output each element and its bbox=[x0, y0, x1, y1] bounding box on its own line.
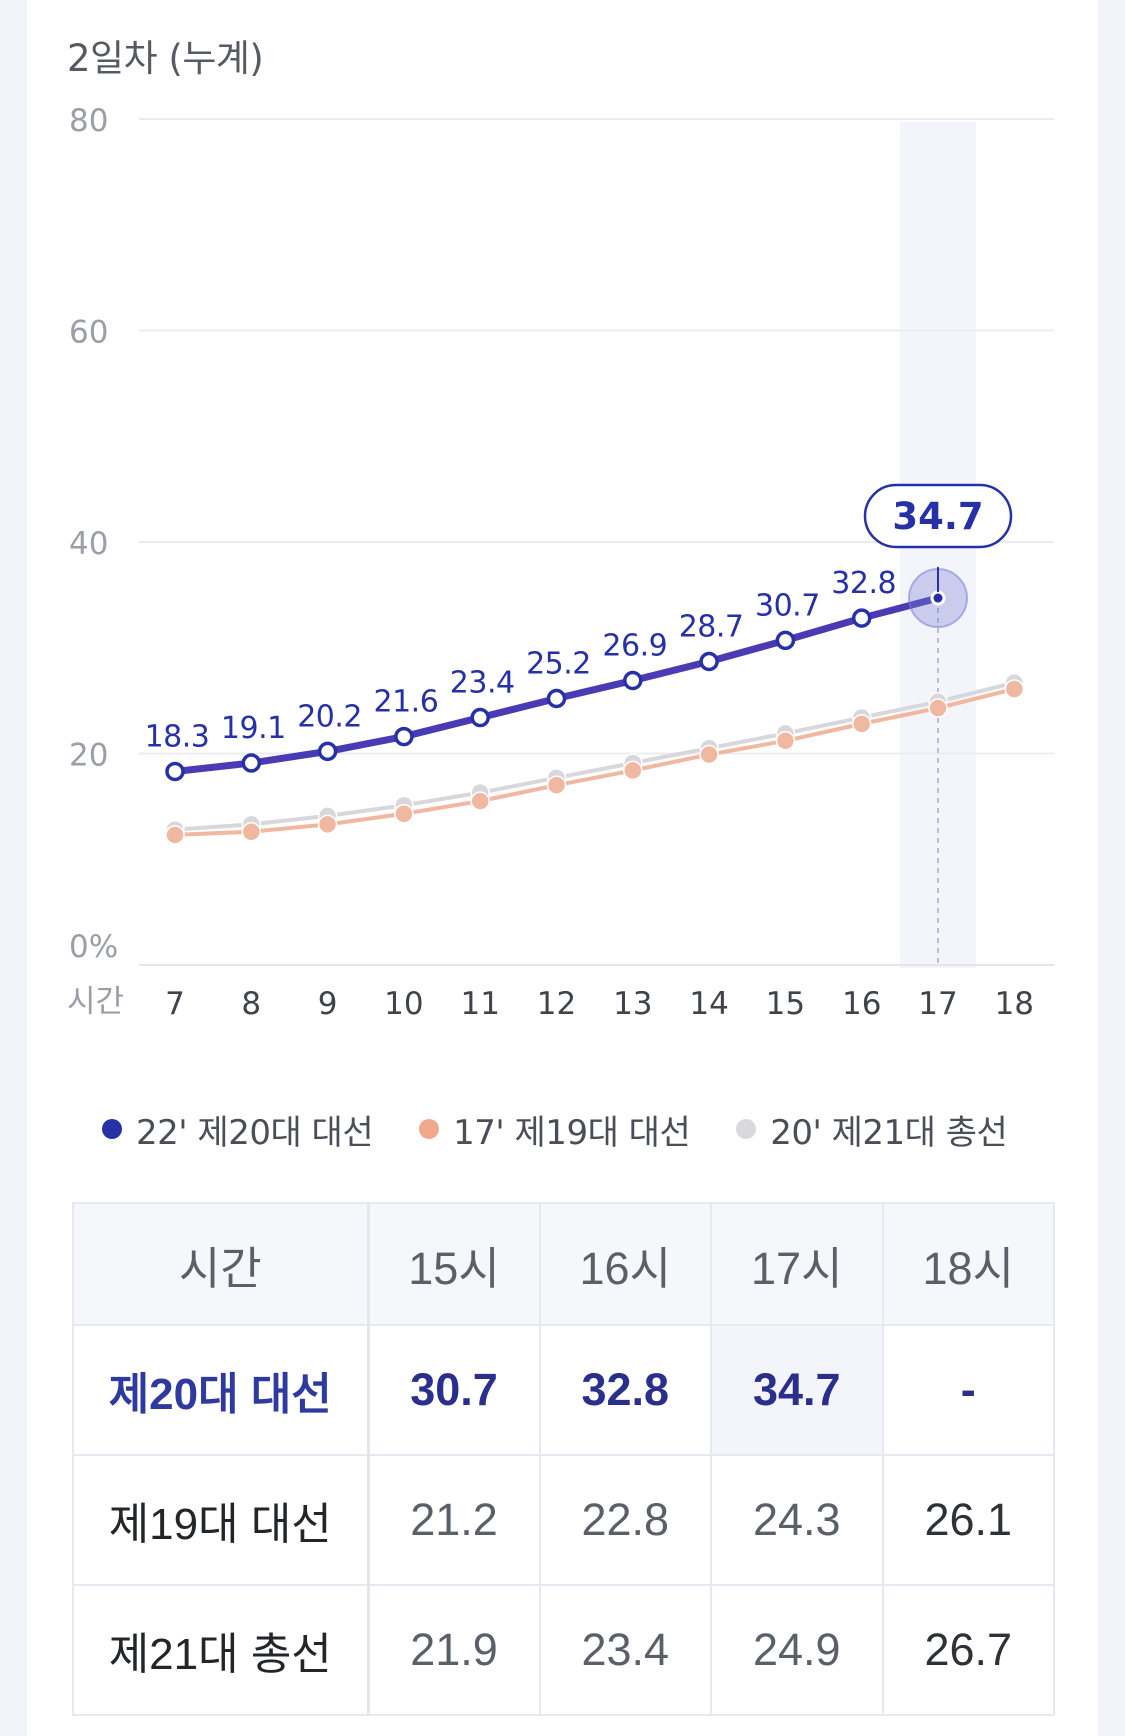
data-point bbox=[699, 744, 719, 765]
data-point bbox=[241, 822, 262, 842]
x-tick-label: 14 bbox=[689, 986, 728, 1022]
row-label: 제21대 총선 bbox=[72, 1584, 370, 1716]
data-label: 26.9 bbox=[602, 629, 667, 664]
table-cell: - bbox=[881, 1324, 1055, 1456]
data-point bbox=[165, 761, 185, 782]
row-label: 제19대 대선 bbox=[72, 1454, 370, 1586]
y-tick-label: 40 bbox=[69, 526, 108, 562]
legend-label-20th: 22' 제20대 대선 bbox=[136, 1112, 374, 1153]
turnout-line-chart: 0% 20 40 60 80 시간 7 8 9 10 11 12 13 14 15 16 17 18 18.3 1… bbox=[67, 103, 1054, 1022]
x-tick-label: 9 bbox=[318, 986, 338, 1022]
table-cell-highlighted: 34.7 bbox=[710, 1324, 884, 1456]
table-cell: 32.8 bbox=[538, 1324, 712, 1456]
legend-item-20th-presidential[interactable]: 22' 제20대 대선 bbox=[102, 1105, 374, 1154]
table-header-15: 15시 bbox=[367, 1202, 541, 1326]
y-tick-label: 80 bbox=[69, 103, 108, 139]
data-point bbox=[928, 698, 948, 718]
legend-item-21st-general[interactable]: 20' 제21대 총선 bbox=[736, 1105, 1008, 1154]
series-line-0 bbox=[171, 594, 942, 775]
table-header-time: 시간 bbox=[72, 1202, 370, 1326]
data-label: 28.7 bbox=[679, 609, 744, 644]
data-point bbox=[165, 825, 185, 845]
data-point bbox=[930, 590, 946, 606]
legend-item-19th-presidential[interactable]: 17' 제19대 대선 bbox=[419, 1105, 691, 1154]
chart-title: 2일차 (누계) bbox=[67, 37, 264, 80]
table-cell: 30.7 bbox=[367, 1324, 541, 1456]
series-line-2 bbox=[173, 680, 1017, 832]
data-label: 20.2 bbox=[297, 699, 362, 734]
data-label: 30.7 bbox=[755, 588, 820, 623]
data-point bbox=[851, 714, 872, 734]
legend-dot-19th bbox=[419, 1119, 440, 1139]
y-tick-label: 0% bbox=[69, 929, 118, 965]
legend-label-19th: 17' 제19대 대선 bbox=[453, 1112, 691, 1153]
data-point bbox=[394, 726, 414, 747]
data-point bbox=[241, 753, 262, 773]
callout-value: 34.7 bbox=[892, 495, 983, 538]
data-point bbox=[775, 731, 796, 751]
table-row-19th-presidential: 제19대 대선 21.2 22.8 24.3 26.1 bbox=[72, 1454, 1055, 1586]
legend-dot-21st bbox=[736, 1119, 757, 1139]
turnout-card: 2일차 (누계) 0% 20 40 60 80 시간 7 8 9 10 11 12 13 14 15 16 1… bbox=[27, 0, 1098, 1736]
data-label: 19.1 bbox=[221, 711, 286, 746]
data-label: 23.4 bbox=[450, 666, 515, 701]
chart-legend: 22' 제20대 대선 17' 제19대 대선 20' 제21대 총선 bbox=[102, 1105, 1008, 1154]
data-point bbox=[317, 741, 338, 762]
data-point bbox=[546, 775, 567, 795]
row-label: 제20대 대선 bbox=[72, 1324, 370, 1456]
table-cell: 24.3 bbox=[710, 1454, 884, 1586]
x-tick-label: 10 bbox=[384, 986, 423, 1022]
data-point bbox=[394, 804, 414, 824]
x-tick-label: 7 bbox=[165, 986, 185, 1022]
data-label: 25.2 bbox=[526, 647, 591, 682]
x-tick-label: 17 bbox=[918, 986, 957, 1022]
data-label: 21.6 bbox=[374, 685, 439, 720]
data-label: 32.8 bbox=[831, 566, 896, 601]
table-cell: 24.9 bbox=[710, 1584, 884, 1716]
table-header-18: 18시 bbox=[881, 1202, 1055, 1326]
x-tick-label: 18 bbox=[995, 986, 1034, 1022]
table-header-16: 16시 bbox=[538, 1202, 712, 1326]
data-point bbox=[623, 760, 643, 781]
legend-label-21st: 20' 제21대 총선 bbox=[770, 1112, 1008, 1153]
legend-dot-20th bbox=[102, 1119, 122, 1139]
table-header-row: 시간 15시 16시 17시 18시 bbox=[72, 1202, 1055, 1326]
data-label: 18.3 bbox=[145, 719, 210, 754]
x-tick-label: 15 bbox=[766, 986, 805, 1022]
table-cell: 26.7 bbox=[881, 1584, 1055, 1716]
turnout-table: 시간 15시 16시 17시 18시 제20대 대선 30.7 32.8 34.… bbox=[72, 1202, 1055, 1716]
data-point bbox=[546, 688, 567, 709]
data-point bbox=[699, 651, 719, 672]
x-tick-label: 16 bbox=[842, 986, 881, 1022]
data-point bbox=[775, 630, 796, 651]
series-line-1 bbox=[173, 686, 1017, 837]
x-tick-label: 12 bbox=[537, 986, 576, 1022]
table-row-21st-general: 제21대 총선 21.9 23.4 24.9 26.7 bbox=[72, 1584, 1055, 1716]
x-tick-label: 13 bbox=[613, 986, 652, 1022]
table-cell: 22.8 bbox=[538, 1454, 712, 1586]
table-row-20th-presidential: 제20대 대선 30.7 32.8 34.7 - bbox=[72, 1324, 1055, 1456]
data-point bbox=[623, 670, 643, 691]
table-cell: 26.1 bbox=[881, 1454, 1055, 1586]
y-tick-label: 20 bbox=[69, 738, 108, 774]
table-cell: 21.2 bbox=[367, 1454, 541, 1586]
y-tick-label: 60 bbox=[69, 315, 108, 351]
x-tick-label: 11 bbox=[460, 986, 499, 1022]
callout-bubble bbox=[863, 483, 1013, 549]
data-point bbox=[470, 707, 490, 728]
table-cell: 21.9 bbox=[367, 1584, 541, 1716]
x-axis-label: 시간 bbox=[67, 984, 124, 1020]
data-point bbox=[470, 791, 490, 811]
data-point bbox=[851, 608, 872, 628]
data-point bbox=[1004, 679, 1025, 699]
x-tick-label: 8 bbox=[241, 986, 261, 1022]
table-cell: 23.4 bbox=[538, 1584, 712, 1716]
table-header-17: 17시 bbox=[710, 1202, 884, 1326]
data-point bbox=[317, 814, 338, 835]
